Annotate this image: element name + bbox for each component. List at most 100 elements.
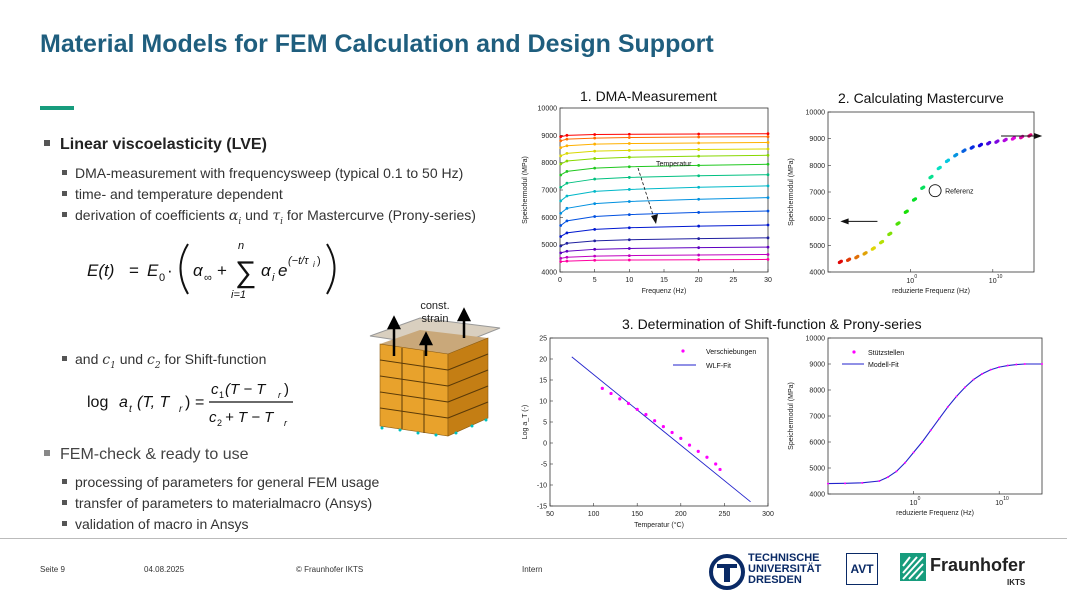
support-point [1041, 363, 1043, 365]
dma-data-point [627, 200, 631, 203]
x-tick-label: 300 [762, 511, 774, 518]
mastercurve-point [930, 174, 934, 178]
legend-label: WLF-Fit [706, 363, 731, 370]
y-tick-label: 8000 [809, 388, 825, 395]
x-tick-label: 10 [906, 278, 914, 285]
mastercurve-point [872, 246, 876, 250]
dma-data-point [565, 194, 569, 198]
x-axis-label: reduzierte Frequenz (Hz) [892, 288, 970, 295]
mastercurve-point [889, 231, 893, 235]
y-tick-label: 10000 [806, 336, 826, 343]
svg-text:=: = [129, 261, 139, 280]
shift-data-point [644, 412, 648, 417]
plot-frame [549, 337, 769, 507]
support-point [921, 441, 924, 443]
dma-data-point [627, 142, 631, 145]
chart-1-title: 1. DMA-Measurement [580, 88, 717, 104]
x-tick-label: 250 [719, 511, 731, 518]
mastercurve-point [955, 152, 959, 157]
svg-text:∑: ∑ [235, 256, 256, 289]
dma-data-point [559, 224, 563, 227]
dma-series-line [560, 210, 769, 226]
dma-data-point [559, 251, 563, 255]
y-tick-label: 10 [539, 399, 547, 406]
dma-data-point [627, 188, 631, 191]
support-point [827, 482, 829, 485]
support-point [981, 372, 984, 375]
y-tick-label: 9000 [541, 133, 557, 140]
dma-series-line [560, 136, 769, 142]
dma-data-point [627, 132, 631, 136]
svg-text:=: = [195, 394, 204, 411]
footer-copyright: © Fraunhofer IKTS [296, 565, 364, 574]
dma-data-point [593, 239, 597, 243]
fem-item: validation of macro in Ansys [62, 516, 249, 532]
y-tick-label: 7000 [809, 190, 825, 197]
x-tick-label: 0 [558, 277, 562, 284]
fraunhofer-institute: IKTS [1007, 578, 1026, 587]
dma-data-point [565, 206, 569, 210]
bullet-square-icon [62, 169, 67, 175]
support-point [844, 482, 847, 485]
mastercurve-point [996, 139, 1000, 143]
svg-text:E(t): E(t) [87, 261, 114, 280]
bullet-square-icon [62, 190, 67, 196]
x-tick-exponent: 0 [918, 496, 921, 502]
shift-data-point [600, 386, 604, 390]
dma-data-point [593, 177, 597, 181]
mastercurve-point [963, 148, 967, 152]
dma-data-point [627, 258, 631, 262]
svg-text:α: α [261, 261, 272, 280]
svg-text:i=1: i=1 [231, 289, 246, 301]
dma-data-point [697, 246, 701, 250]
dma-data-point [559, 154, 563, 158]
fraunhofer-logo: Fraunhofer [930, 555, 1026, 575]
dma-data-point [565, 144, 569, 148]
dma-data-point [593, 133, 597, 136]
shift-suffix-text: for Shift-function [164, 351, 267, 367]
shift-data-point [618, 397, 622, 401]
dma-series-line [560, 141, 769, 149]
x-axis-label: reduzierte Frequenz (Hz) [896, 510, 974, 517]
dma-data-point [565, 151, 569, 155]
y-tick-label: 4000 [541, 270, 557, 277]
dma-data-point [627, 148, 631, 152]
shift-data-point [626, 401, 631, 406]
dma-data-point [559, 235, 563, 238]
x-tick-label: 30 [764, 277, 772, 284]
dma-data-point [593, 258, 597, 262]
svg-text:r: r [278, 390, 282, 400]
svg-text:i: i [313, 260, 315, 269]
dma-data-point [559, 185, 563, 189]
y-tick-label: -10 [537, 483, 547, 490]
fem-item-text: validation of macro in Ansys [75, 516, 249, 532]
lve-item-text: time- and temperature dependent [75, 186, 283, 202]
svg-text:1: 1 [219, 390, 224, 400]
support-point [989, 368, 992, 371]
y-tick-label: 4000 [809, 492, 825, 499]
bullet-square-icon [62, 478, 67, 484]
dma-data-point [627, 176, 631, 179]
shift-data-point [696, 449, 700, 453]
svg-text:+ T − T: + T − T [225, 409, 275, 426]
support-point [878, 480, 881, 482]
y-tick-label: -15 [537, 504, 547, 511]
temperature-annotation: Temperatur [656, 161, 692, 168]
fem-item: processing of parameters for general FEM… [62, 474, 379, 490]
dma-data-point [697, 211, 701, 214]
dma-data-point [559, 260, 563, 264]
dma-series-line [560, 148, 769, 157]
strain-arrow-icons [386, 307, 472, 356]
mastercurve-point [1012, 136, 1016, 140]
svg-text:0: 0 [159, 272, 165, 284]
dma-data-point [593, 142, 597, 146]
dma-series-line [560, 197, 769, 214]
bullet-square-icon [62, 211, 67, 217]
slide-title: Material Models for FEM Calculation and … [40, 30, 714, 58]
mastercurve-point [922, 185, 926, 189]
dma-data-point [559, 256, 563, 260]
svg-text:t: t [129, 404, 133, 415]
dma-data-point [627, 226, 631, 230]
tau-symbol: τi [272, 208, 283, 227]
support-point [861, 481, 864, 484]
